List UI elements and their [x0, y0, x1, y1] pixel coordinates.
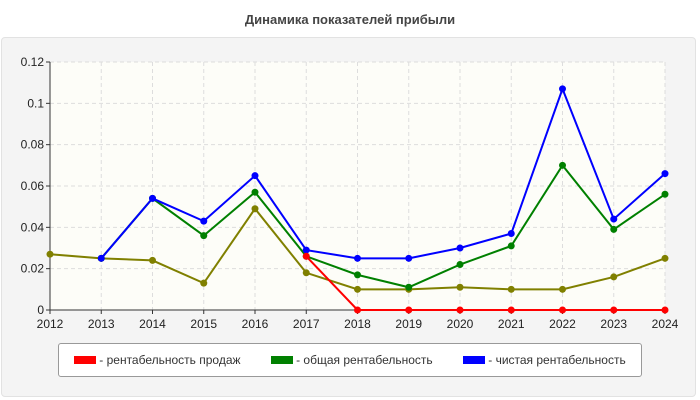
x-tick-label: 2015 — [190, 317, 217, 331]
data-point — [354, 306, 361, 314]
x-tick-label: 2019 — [395, 317, 422, 331]
x-tick-label: 2016 — [242, 317, 269, 331]
legend-item-total[interactable]: - общая рентабельность — [271, 353, 433, 367]
data-point — [251, 205, 259, 213]
data-point — [507, 306, 515, 314]
x-tick-label: 2017 — [293, 317, 320, 331]
data-point — [405, 254, 413, 262]
data-point — [149, 256, 156, 264]
data-point — [456, 244, 464, 252]
x-tick-label: 2013 — [88, 317, 115, 331]
data-point — [507, 285, 515, 293]
y-tick-label: 0.1 — [27, 96, 44, 110]
x-tick-label: 2012 — [37, 317, 64, 331]
x-tick-label: 2020 — [447, 317, 474, 331]
x-tick-label: 2024 — [652, 317, 679, 331]
legend: - рентабельность продаж - общая рентабел… — [58, 343, 642, 377]
x-tick-label: 2023 — [600, 317, 627, 331]
series-line — [100, 86, 666, 260]
data-point — [661, 254, 669, 262]
data-point — [610, 306, 618, 314]
data-point — [354, 285, 361, 293]
x-tick-label: 2021 — [498, 317, 525, 331]
legend-swatch — [463, 356, 486, 364]
data-point — [661, 170, 669, 178]
data-point — [456, 261, 464, 269]
y-tick-label: 0.06 — [21, 179, 45, 193]
data-point — [661, 306, 669, 314]
data-point — [507, 242, 515, 250]
data-point — [354, 254, 361, 262]
data-point — [46, 250, 54, 258]
data-point — [661, 190, 669, 198]
legend-swatch — [74, 356, 97, 364]
data-point — [456, 283, 464, 291]
x-tick-label: 2022 — [549, 317, 576, 331]
data-point — [200, 279, 208, 287]
series-line — [305, 255, 665, 311]
data-point — [149, 194, 156, 202]
data-point — [200, 232, 208, 240]
data-point — [200, 217, 208, 225]
data-point — [97, 254, 105, 262]
data-point — [610, 225, 618, 233]
legend-item-net[interactable]: - чистая рентабельность — [463, 353, 626, 367]
data-point — [251, 172, 259, 180]
data-point — [610, 273, 618, 281]
series-line — [100, 163, 666, 289]
y-tick-label: 0.04 — [21, 220, 45, 234]
data-point — [559, 285, 566, 293]
legend-label: - рентабельность продаж — [99, 353, 241, 367]
data-point — [354, 271, 361, 279]
legend-swatch — [271, 356, 294, 364]
data-point — [507, 230, 515, 238]
y-tick-label: 0.08 — [21, 138, 45, 152]
data-point — [559, 306, 566, 314]
x-tick-label: 2014 — [139, 317, 166, 331]
chart-title: Динамика показателей прибыли — [244, 12, 456, 27]
y-tick-label: 0 — [37, 303, 44, 317]
data-point — [302, 246, 310, 254]
y-tick-label: 0.02 — [21, 262, 45, 276]
x-tick-label: 2018 — [344, 317, 371, 331]
data-point — [610, 215, 618, 223]
data-point — [405, 283, 413, 291]
data-point — [302, 252, 310, 260]
y-tick-label: 0.12 — [21, 55, 45, 69]
data-point — [559, 161, 566, 169]
legend-label: - чистая рентабельность — [488, 353, 626, 367]
data-point — [251, 188, 259, 196]
legend-label: - общая рентабельность — [296, 353, 433, 367]
data-point — [405, 306, 413, 314]
data-point — [302, 269, 310, 277]
legend-item-sales[interactable]: - рентабельность продаж — [74, 353, 241, 367]
data-point — [559, 85, 566, 93]
data-point — [456, 306, 464, 314]
